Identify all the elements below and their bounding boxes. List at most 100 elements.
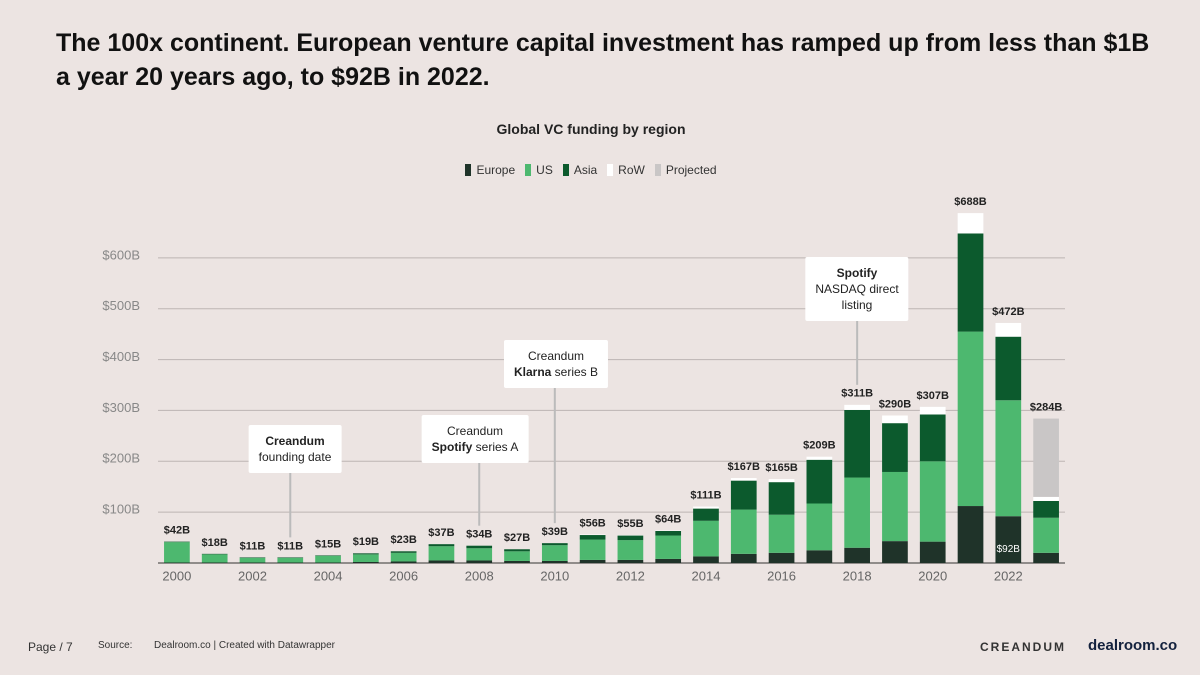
annotation-text: Spotify [836, 266, 878, 280]
total-label: $23B [390, 534, 416, 546]
bar-segment [617, 540, 644, 560]
total-label: $56B [579, 517, 605, 529]
legend-swatch [465, 164, 472, 176]
bar-segment [844, 409, 870, 478]
annotation-text: Spotify [431, 440, 473, 454]
bar-segment [882, 415, 908, 424]
total-label: $15B [315, 538, 341, 550]
bar-segment [390, 561, 417, 563]
bar-segment [466, 548, 493, 561]
legend-item: Europe [465, 163, 515, 177]
bar-segment [164, 562, 190, 563]
bar-segment [428, 546, 455, 561]
legend-label: US [536, 163, 553, 177]
legend-item: RoW [607, 163, 645, 177]
bar-segment [844, 477, 870, 548]
total-label: $11B [240, 540, 266, 552]
annotation-line: Spotify [815, 265, 898, 281]
bar-segment [1033, 517, 1059, 553]
bar-segment [693, 520, 719, 557]
value-label: $92B [997, 544, 1021, 555]
annotation: Creandum Spotify series A [421, 415, 529, 463]
bar-segment [768, 552, 795, 563]
bar-segment [768, 482, 795, 515]
bar-segment [315, 555, 341, 563]
bar-segment [428, 544, 455, 547]
annotation-line: listing [815, 297, 898, 313]
bar-segment [806, 456, 833, 460]
bar-segment [655, 530, 682, 536]
bar-segment [353, 561, 379, 563]
total-label: $284B [1030, 401, 1062, 413]
annotation-text: listing [841, 298, 873, 312]
annotation-text: series A [472, 440, 519, 454]
annotation-text: Klarna [513, 365, 552, 379]
bar-segment [806, 459, 833, 504]
bar-segment [730, 478, 757, 481]
legend-label: Projected [665, 163, 717, 177]
bar-segment [466, 545, 493, 549]
bar-segment [617, 559, 644, 563]
bar-segment [693, 556, 719, 563]
x-tick-label: 2000 [162, 568, 191, 583]
bar-segment [239, 557, 266, 563]
bar-segment [579, 539, 606, 560]
legend-label: Asia [573, 163, 598, 177]
x-tick-label: 2020 [918, 568, 947, 583]
bar-segment [201, 562, 228, 563]
x-tick-label: 2010 [540, 568, 569, 583]
bar-segment [617, 535, 644, 541]
bar-segment [957, 506, 984, 563]
total-label: $64B [655, 513, 681, 525]
bar-segment [579, 559, 606, 563]
bar-segment [315, 555, 341, 556]
bar-segment [390, 551, 417, 553]
bar-segment [1033, 418, 1059, 497]
total-label: $19B [353, 536, 379, 548]
bar-segment [277, 557, 304, 563]
bar-segment [730, 480, 757, 510]
bar-segment [655, 535, 682, 559]
annotation-line: Klarna series B [514, 364, 598, 380]
legend-item: Projected [654, 163, 717, 177]
chart-subtitle: Global VC funding by region [496, 121, 686, 137]
bar-segment [239, 562, 266, 563]
source-label: Source: [98, 640, 133, 651]
annotation-text: Creandum [265, 434, 325, 448]
bar-segment [504, 551, 530, 561]
annotation: Creandum Klarna series B [503, 340, 609, 388]
bar-segment [655, 558, 682, 563]
bar-segment [919, 541, 946, 563]
bar-segment [1033, 500, 1059, 518]
bar-segment [541, 560, 568, 563]
y-tick-label: $100B [102, 502, 140, 517]
bar-segment [579, 534, 606, 536]
bar-segment [390, 552, 417, 562]
bar-segment [693, 506, 719, 509]
x-tick-label: 2014 [692, 568, 721, 583]
bar-segment [844, 404, 870, 410]
annotation-line: Creandum [259, 433, 332, 449]
bar-segment [504, 560, 530, 563]
bar-segment [504, 549, 530, 552]
bar-segment [995, 322, 1022, 337]
brand: dealroom.co [1088, 637, 1178, 654]
bar-segment [353, 554, 379, 562]
y-tick-label: $300B [102, 400, 140, 415]
y-tick-label: $200B [102, 451, 140, 466]
bar-segment [466, 560, 493, 563]
page-number: Page / 7 [28, 640, 73, 654]
annotation-text: founding date [258, 450, 332, 464]
bar-segment [730, 509, 757, 554]
y-tick-label: $500B [102, 298, 140, 313]
bar-segment [655, 530, 682, 531]
annotation-line: NASDAQ direct [815, 281, 898, 297]
bar-segment [201, 553, 228, 555]
bar-segment [919, 414, 946, 462]
x-tick-label: 2012 [616, 568, 645, 583]
annotation-line: Spotify series A [432, 439, 519, 455]
annotation-text: Creandum [527, 349, 585, 363]
bar-segment [1033, 552, 1059, 563]
